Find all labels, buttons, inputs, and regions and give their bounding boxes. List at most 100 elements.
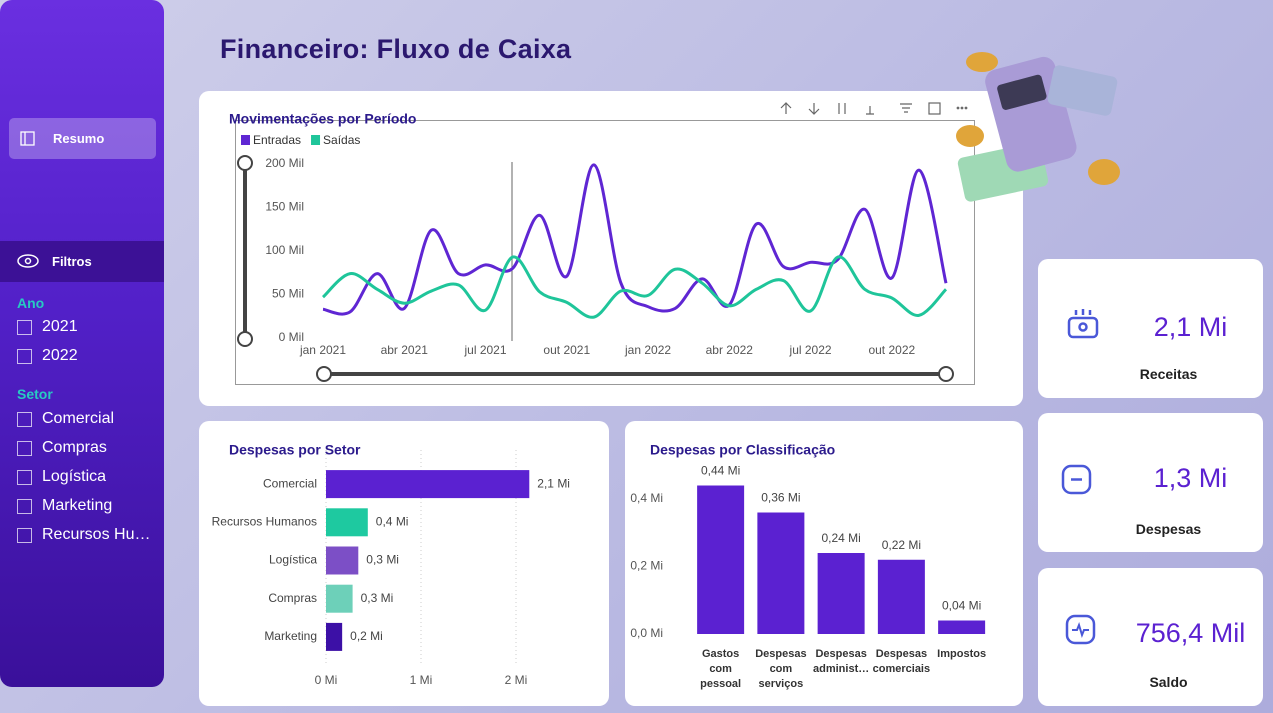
plot-frame — [235, 120, 975, 385]
y-tick-label: Marketing — [264, 629, 317, 643]
filter-option[interactable]: Recursos Hu… — [17, 526, 150, 544]
category-text: Despesas com serviços — [755, 648, 807, 690]
x-tick-label: 0 Mi — [315, 673, 338, 687]
y-tick-label: Comercial — [263, 476, 317, 490]
x-tick-label: abr 2022 — [706, 343, 754, 357]
kpi-value: 756,4 Mil — [1135, 618, 1246, 648]
option-label: Logística — [42, 468, 107, 485]
option-label: 2022 — [42, 347, 78, 364]
bar — [757, 512, 805, 634]
y-tick-label: 100 Mil — [265, 243, 304, 257]
y-tick-label: Logística — [269, 553, 317, 567]
x-tick-label: Impostos — [937, 648, 987, 660]
option-label: Recursos Hu… — [42, 526, 151, 543]
kpi-label: Receitas — [1139, 366, 1198, 382]
kpi-value: 1,3 Mi — [1153, 463, 1228, 493]
line-series — [321, 255, 948, 319]
y-tick-label: 0,4 Mi — [630, 491, 663, 505]
legend-label: Entradas — [253, 133, 301, 147]
value-label: 0,36 Mi — [761, 491, 800, 505]
bar — [697, 485, 745, 634]
x-tick-label: Despesas administ… — [813, 648, 870, 675]
page-title: Financeiro: Fluxo de Caixa — [220, 34, 572, 64]
value-label: 0,04 Mi — [942, 599, 981, 613]
y-tick-label: Recursos Humanos — [212, 514, 317, 528]
value-label: 0,2 Mi — [350, 629, 383, 643]
filter-option[interactable]: Comercial — [17, 410, 114, 428]
kpi-card: 1,3 Mi Despesas — [1038, 413, 1263, 552]
nav-button[interactable]: Resumo — [9, 118, 156, 159]
filter-option[interactable]: 2022 — [17, 347, 78, 365]
x-tick-label: Despesas com serviços — [755, 648, 807, 690]
y-tick-label: Compras — [268, 591, 317, 605]
kpi-label: Saldo — [1149, 674, 1188, 690]
x-tick-label: 2 Mi — [505, 673, 528, 687]
option-label: 2021 — [42, 318, 78, 335]
y-tick-label: 150 Mil — [265, 200, 304, 214]
x-tick-label: out 2021 — [543, 343, 590, 357]
x-tick-label: abr 2021 — [381, 343, 429, 357]
chart-title: Movimentações por Período — [229, 111, 416, 127]
nav-icon — [20, 131, 35, 146]
bar — [877, 559, 925, 634]
filter-option[interactable]: Marketing — [17, 497, 112, 515]
kpi-card: 756,4 Mil Saldo — [1038, 568, 1263, 706]
filters-header: Filtros — [0, 241, 164, 282]
value-label: 0,24 Mi — [821, 531, 860, 545]
x-tick-label: jan 2021 — [299, 343, 346, 357]
filter-option[interactable]: Logística — [17, 468, 106, 486]
option-label: Comercial — [42, 410, 115, 427]
chart-title: Despesas por Setor — [229, 442, 361, 458]
value-label: 2,1 Mi — [537, 476, 570, 490]
bar — [817, 553, 865, 634]
filter-label: Ano — [17, 295, 45, 311]
legend-swatch — [311, 135, 321, 145]
bar — [326, 508, 368, 537]
x-tick-label: Despesas comerciais — [872, 648, 931, 675]
line-card — [199, 91, 1023, 406]
category-text: Despesas comerciais — [872, 648, 931, 675]
decoration — [956, 52, 1120, 202]
value-label: 0,22 Mi — [882, 538, 921, 552]
filter-option[interactable]: 2021 — [17, 318, 78, 336]
category-text: Impostos — [937, 648, 987, 660]
y-tick-label: 200 Mil — [265, 156, 304, 170]
x-tick-label: jul 2021 — [463, 343, 506, 357]
x-tick-label: out 2022 — [868, 343, 915, 357]
legend-label: Saídas — [323, 133, 360, 147]
filter-option[interactable]: Compras — [17, 439, 107, 457]
line-series — [322, 163, 948, 316]
slider[interactable] — [237, 155, 954, 382]
category-text: Gastos com pessoal — [700, 648, 742, 690]
x-tick-label: jan 2022 — [624, 343, 671, 357]
x-tick-label: 1 Mi — [410, 673, 433, 687]
toolbar — [780, 102, 968, 115]
y-tick-label: 0,0 Mi — [630, 626, 663, 640]
y-tick-label: 0 Mil — [279, 330, 304, 344]
category-text: Despesas administ… — [813, 648, 870, 675]
bar — [326, 546, 359, 575]
chart-title: Despesas por Classificação — [650, 442, 835, 458]
kpi-value: 2,1 Mi — [1153, 312, 1228, 342]
kpi-icon — [1061, 464, 1092, 495]
value-label: 0,3 Mi — [361, 591, 394, 605]
value-label: 0,4 Mi — [376, 514, 409, 528]
y-tick-label: 50 Mil — [272, 287, 304, 301]
x-tick-label: Gastos com pessoal — [700, 648, 742, 690]
option-label: Compras — [42, 439, 107, 456]
filters-title: Filtros — [52, 254, 92, 269]
bar — [326, 622, 343, 651]
sector-card — [199, 421, 609, 706]
kpi-icon — [1065, 614, 1096, 645]
nav-label: Resumo — [53, 131, 105, 146]
bar — [326, 470, 530, 499]
value-label: 0,44 Mi — [701, 464, 740, 478]
legend-swatch — [241, 135, 250, 145]
kpi-icon — [1067, 309, 1099, 339]
bar — [326, 584, 353, 613]
filter-label: Setor — [17, 386, 53, 402]
value-label: 0,3 Mi — [366, 553, 399, 567]
bar — [938, 620, 986, 634]
